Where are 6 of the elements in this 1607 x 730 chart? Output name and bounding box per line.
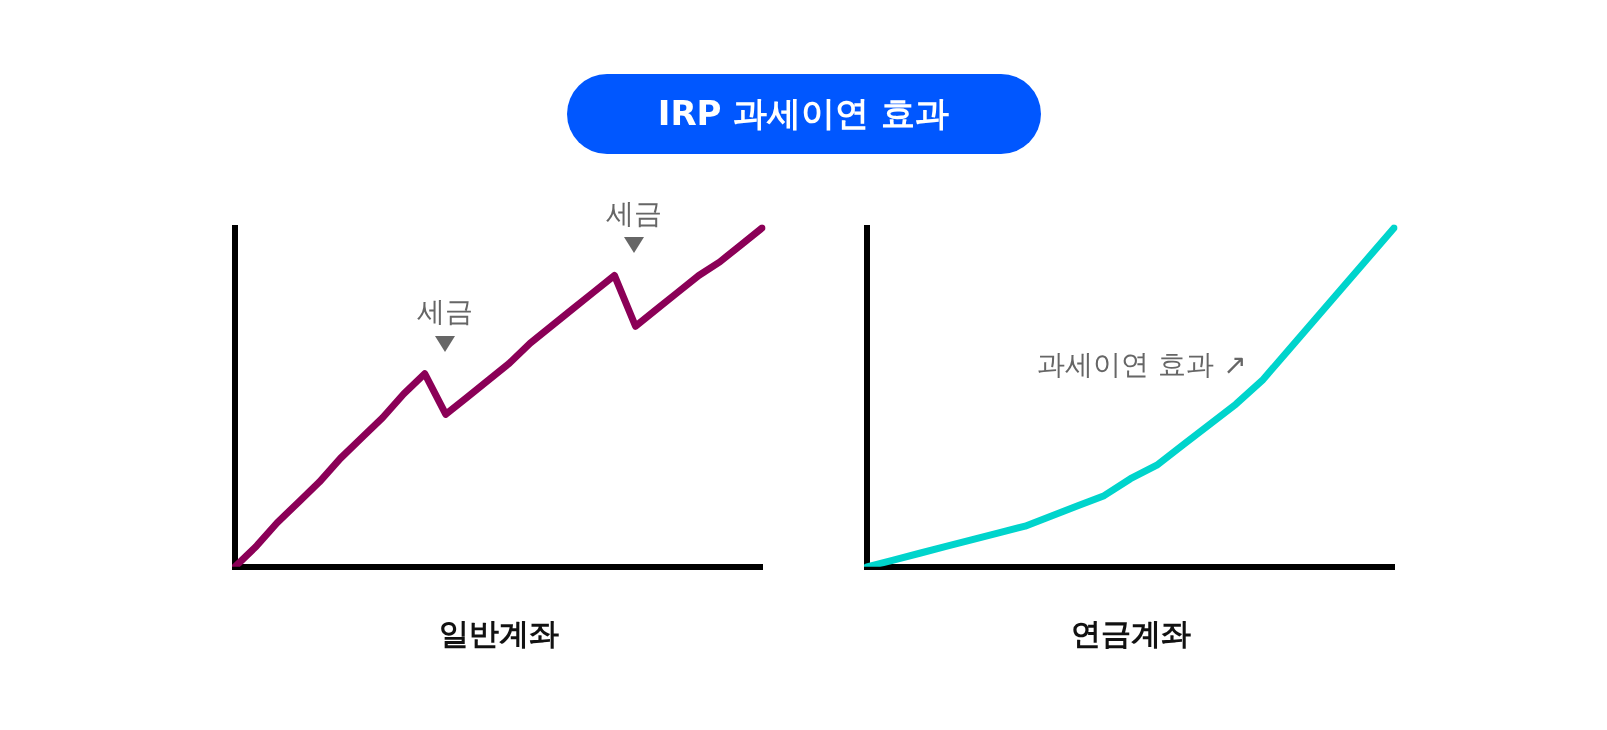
annotation: 세금 — [416, 294, 473, 328]
x-axis-title: 일반계좌 — [438, 615, 559, 651]
annotation: 과세이연 효과 ↗ — [1037, 347, 1247, 381]
chart-title: IRP 과세이연 효과 — [566, 74, 1041, 154]
annotation: 세금 — [606, 196, 663, 230]
x-axis-title: 연금계좌 — [1070, 615, 1191, 651]
